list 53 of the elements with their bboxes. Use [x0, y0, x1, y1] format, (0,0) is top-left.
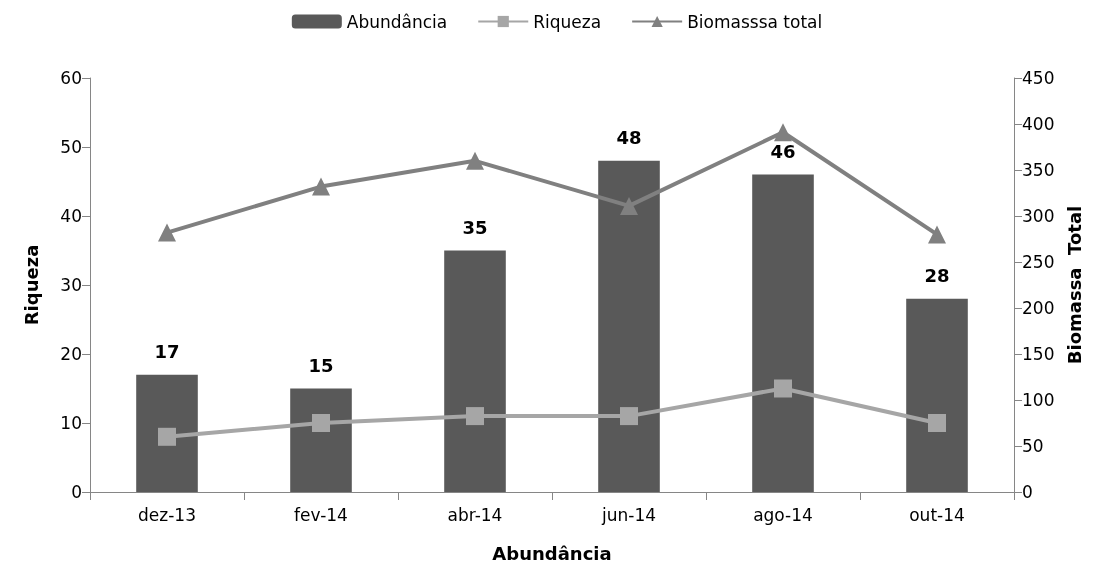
point — [928, 414, 946, 432]
point — [312, 414, 330, 432]
y-axis-title: Riqueza — [20, 244, 42, 326]
bar — [136, 374, 198, 492]
y-tick-label: 60 — [60, 68, 82, 88]
x-tick-label: ago-14 — [753, 504, 813, 525]
point — [466, 151, 484, 170]
y-tick-label: 30 — [60, 275, 82, 295]
y2-tick-label: 350 — [1022, 160, 1055, 180]
bar — [752, 174, 814, 492]
y2-tick-label: 300 — [1022, 206, 1055, 226]
y2-tick-label: 150 — [1022, 344, 1055, 364]
point — [774, 123, 792, 142]
y2-axis-title: Biomassa Total — [1063, 205, 1085, 365]
x-tick-label: jun-14 — [600, 504, 657, 525]
y-tick-label: 40 — [60, 206, 82, 226]
bar — [906, 298, 968, 492]
bar — [290, 388, 352, 492]
x-tick-label: fev-14 — [294, 504, 348, 525]
y-tick-label: 20 — [60, 344, 82, 364]
legend-label: Abundância — [346, 11, 448, 32]
y2-tick-label: 400 — [1022, 114, 1055, 134]
y2-tick-label: 50 — [1022, 436, 1044, 456]
point — [158, 427, 176, 446]
x-axis-title: Abundância — [492, 542, 612, 564]
point — [620, 196, 638, 215]
y-tick-label: 50 — [60, 137, 82, 157]
data-label: 17 — [154, 341, 180, 363]
legend-label: Biomasssa total — [687, 11, 823, 32]
y2-tick-label: 200 — [1022, 298, 1055, 318]
data-label: 15 — [308, 355, 334, 376]
y-tick-label: 0 — [71, 482, 82, 502]
point — [928, 225, 946, 244]
data-label: 48 — [616, 127, 642, 149]
y2-tick-label: 0 — [1022, 482, 1033, 502]
x-tick-label: dez-13 — [138, 504, 196, 525]
point — [620, 407, 638, 426]
point — [312, 177, 330, 196]
y-tick-label: 10 — [60, 413, 82, 433]
point — [466, 407, 484, 426]
bar — [444, 250, 506, 492]
data-label: 46 — [770, 141, 796, 163]
y2-tick-label: 100 — [1022, 390, 1055, 410]
x-tick-label: abr-14 — [447, 504, 503, 525]
point — [158, 223, 176, 242]
y2-tick-label: 450 — [1022, 68, 1055, 88]
x-tick-label: out-14 — [909, 504, 965, 525]
y2-tick-label: 250 — [1022, 252, 1055, 272]
data-label: 28 — [924, 265, 950, 287]
bar — [598, 160, 660, 492]
data-label: 35 — [462, 217, 488, 238]
point — [774, 379, 792, 398]
legend-label: Riqueza — [533, 11, 602, 32]
